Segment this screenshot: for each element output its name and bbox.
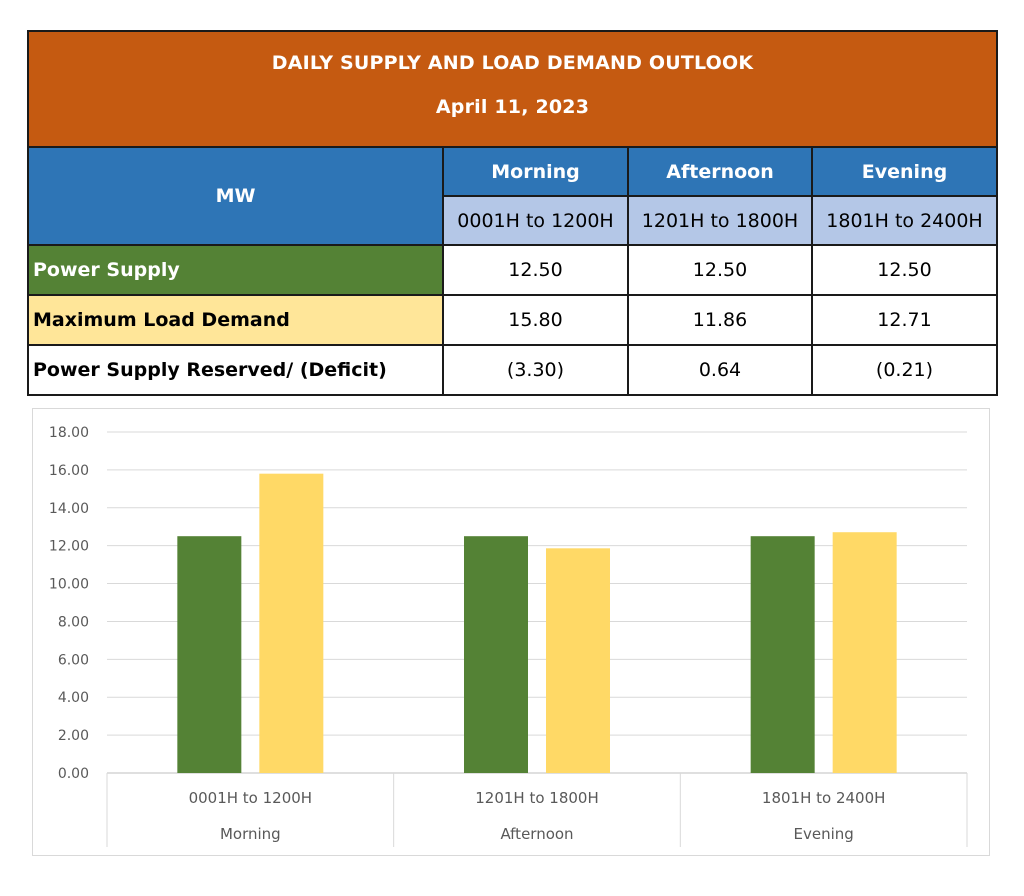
y-tick-label: 6.00 [58, 652, 89, 668]
bar [832, 532, 897, 773]
supply-demand-table: DAILY SUPPLY AND LOAD DEMAND OUTLOOK Apr… [27, 30, 998, 396]
table-row: Power Supply Reserved/ (Deficit) (3.30) … [27, 344, 998, 396]
y-tick-label: 10.00 [49, 577, 89, 593]
table-cell: 12.71 [811, 294, 998, 346]
bar [750, 536, 815, 773]
bar [259, 473, 324, 773]
table-cell: 0.64 [627, 344, 813, 396]
range-header-morning: 0001H to 1200H [442, 195, 629, 246]
y-tick-label: 4.00 [58, 690, 89, 706]
y-tick-label: 16.00 [49, 463, 89, 479]
table-cell: (0.21) [811, 344, 998, 396]
x-group-label: Afternoon [500, 825, 573, 843]
bar [177, 536, 242, 773]
table-row: Maximum Load Demand 15.80 11.86 12.71 [27, 294, 998, 346]
bar-chart: 0.00 2.00 4.00 6.00 8.00 10.00 12.00 14.00 16.00… [32, 408, 990, 856]
range-header-afternoon: 1201H to 1800H [627, 195, 813, 246]
unit-header: MW [27, 146, 444, 246]
y-tick-label: 18.00 [49, 425, 89, 441]
period-header-evening: Evening [811, 146, 998, 197]
row-label-max-load-demand: Maximum Load Demand [27, 294, 444, 346]
table-title-cell: DAILY SUPPLY AND LOAD DEMAND OUTLOOK Apr… [27, 30, 998, 148]
table-cell: 12.50 [627, 244, 813, 296]
table-cell: 15.80 [442, 294, 629, 346]
x-tick-label: 1201H to 1800H [475, 789, 599, 807]
range-header-evening: 1801H to 2400H [811, 195, 998, 246]
bar-chart-svg: 0.00 2.00 4.00 6.00 8.00 10.00 12.00 14.00 16.00… [49, 425, 968, 847]
period-header-morning: Morning [442, 146, 629, 197]
table-cell: 12.50 [442, 244, 629, 296]
period-header-afternoon: Afternoon [627, 146, 813, 197]
table-row: Power Supply 12.50 12.50 12.50 [27, 244, 998, 296]
y-tick-label: 14.00 [49, 501, 89, 517]
y-tick-label: 2.00 [58, 728, 89, 744]
bar [546, 548, 610, 773]
x-group-label: Morning [220, 825, 281, 843]
y-tick-label: 12.00 [49, 539, 89, 555]
row-label-reserve-deficit: Power Supply Reserved/ (Deficit) [27, 344, 444, 396]
y-tick-label: 8.00 [58, 614, 89, 630]
x-group-label: Evening [794, 825, 854, 843]
table-cell: 12.50 [811, 244, 998, 296]
bar [464, 536, 528, 773]
table-cell: 11.86 [627, 294, 813, 346]
x-tick-label: 0001H to 1200H [189, 789, 313, 807]
row-label-power-supply: Power Supply [27, 244, 444, 296]
table-cell: (3.30) [442, 344, 629, 396]
y-tick-label: 0.00 [58, 766, 89, 782]
x-tick-label: 1801H to 2400H [762, 789, 886, 807]
table-title: DAILY SUPPLY AND LOAD DEMAND OUTLOOK [271, 52, 754, 74]
table-date: April 11, 2023 [435, 96, 590, 118]
